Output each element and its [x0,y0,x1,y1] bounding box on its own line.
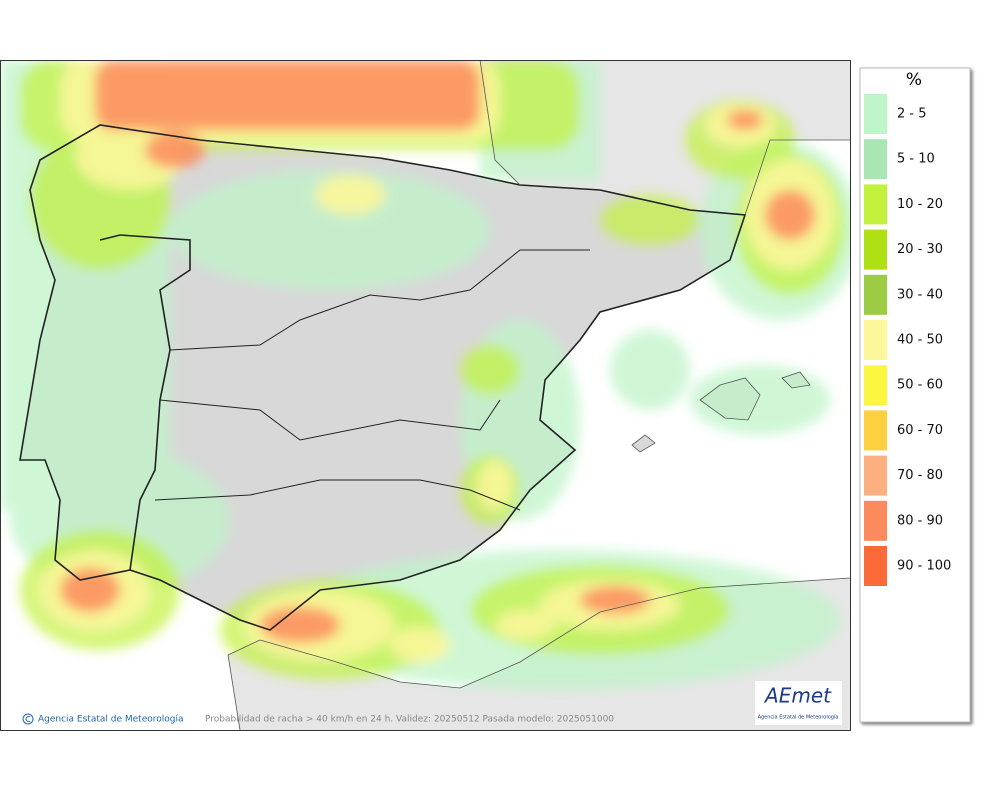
legend-swatch [864,274,887,315]
logo-box [755,681,842,725]
legend-label: 60 - 70 [897,423,943,438]
ibiza [632,435,655,452]
legend-swatch [864,94,887,134]
legend-swatch [864,500,887,541]
legend-label: 40 - 50 [897,333,943,348]
legend: % 2 - 5 5 - 10 10 - 20 20 - 30 30 - 40 40 - 5… [859,67,971,723]
copyright-icon [22,713,34,725]
legend-label: 80 - 90 [897,513,943,528]
legend-swatch [864,455,887,496]
legend-swatch [864,184,887,225]
coastline [227,60,850,730]
legend-swatch [864,320,887,360]
legend-swatch [864,229,887,270]
legend-swatch [864,139,887,180]
caption: Probabilidad de racha > 40 km/h en 24 h.… [205,715,614,725]
borders [19,124,747,631]
probability-shading [0,60,850,690]
legend-swatch [864,365,887,406]
map-area [0,60,850,730]
legend-label: 90 - 100 [897,559,951,574]
copyright-icon [25,716,31,722]
legend-swatch [864,546,887,586]
logo-name: AEmet [763,684,832,708]
legend-label: 70 - 80 [897,468,943,483]
legend-label: 10 - 20 [897,197,943,212]
legend-label: 30 - 40 [897,287,943,302]
logo-subtitle: Agencia Estatal de Meteorología [758,714,839,721]
legend-label: 5 - 10 [897,152,935,167]
legend-label: 50 - 60 [897,378,943,393]
legend-title: % [906,70,922,90]
map-frame [0,60,851,731]
legend-swatch [864,410,887,451]
credit: Agencia Estatal de Meteorología [38,715,184,725]
legend-label: 20 - 30 [897,242,943,257]
legend-label: 2 - 5 [897,107,927,122]
